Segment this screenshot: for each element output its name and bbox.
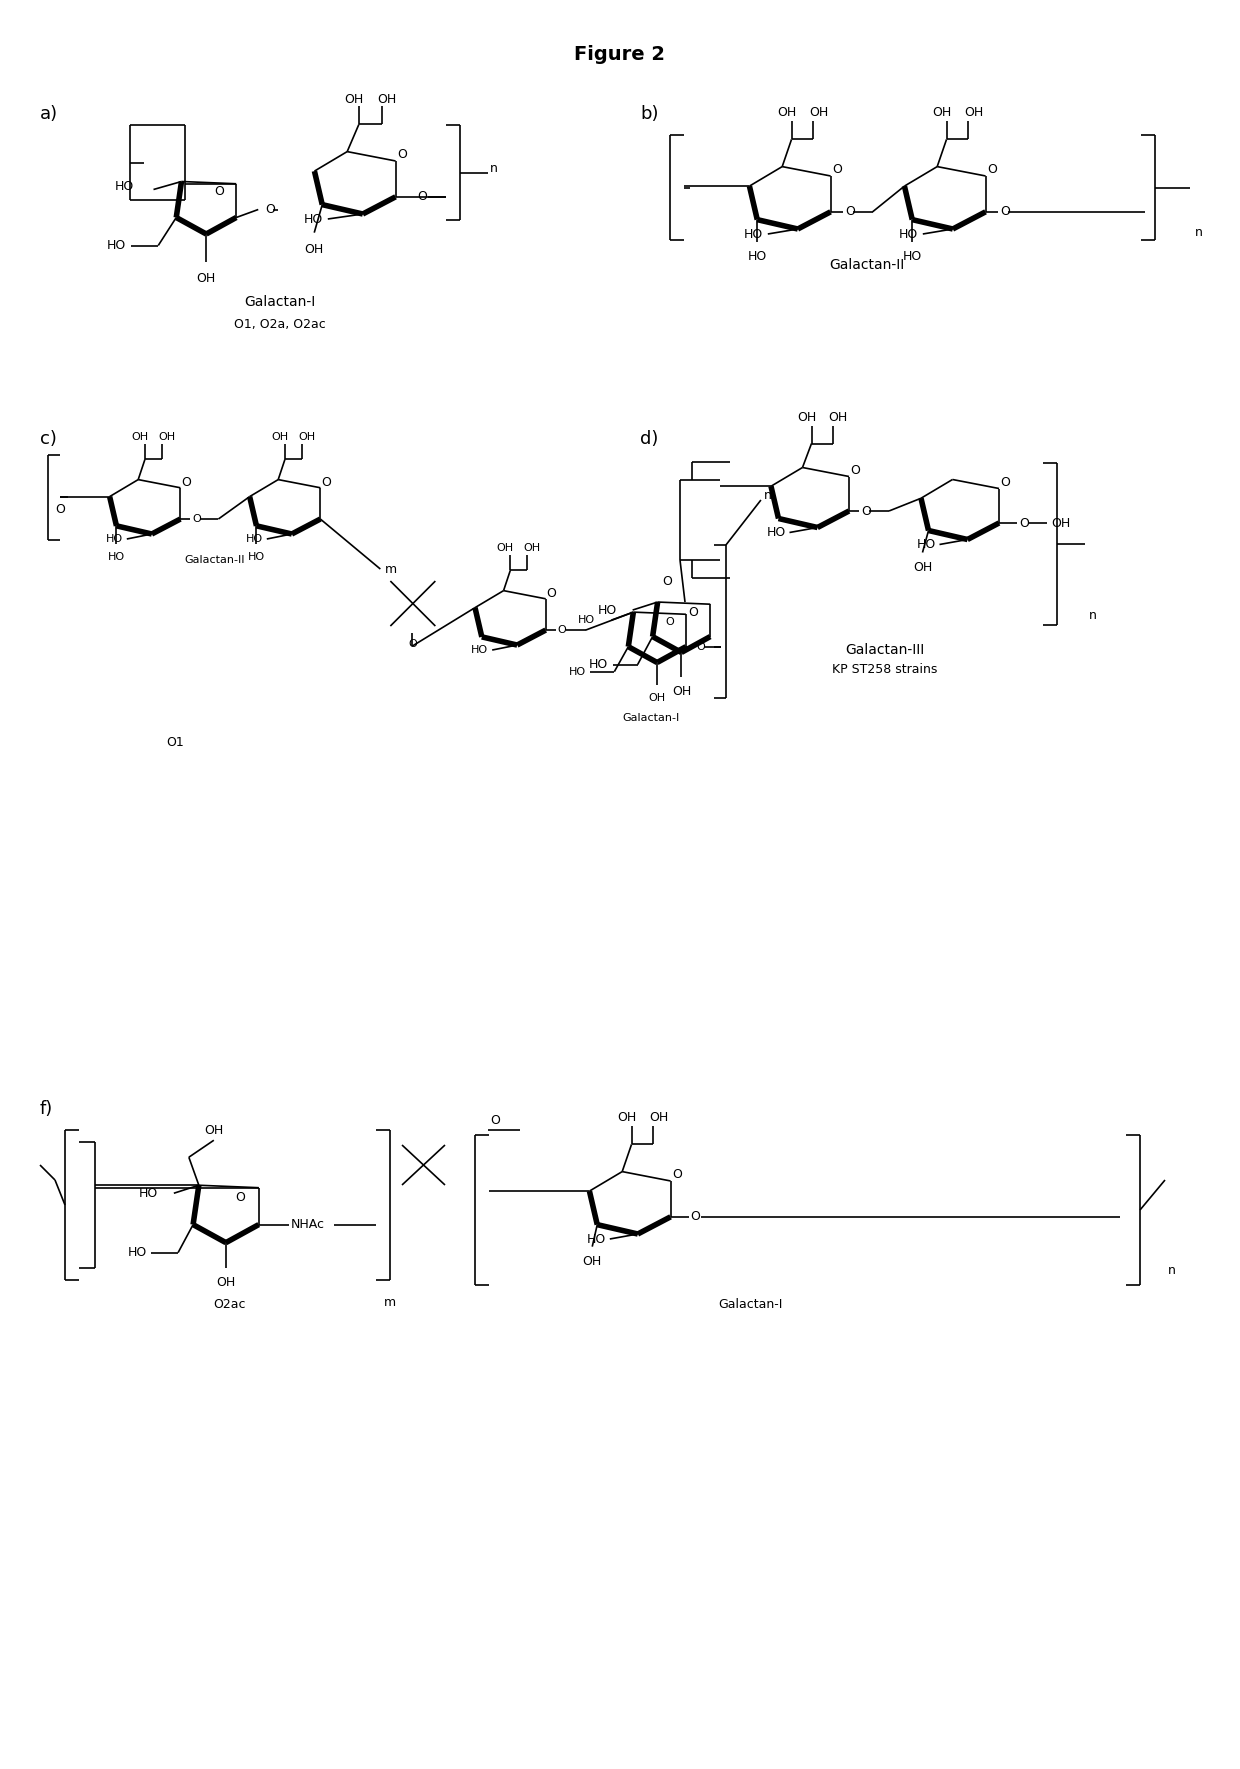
Text: OH: OH xyxy=(649,1111,668,1125)
Text: c): c) xyxy=(40,430,57,448)
Text: a): a) xyxy=(40,104,58,124)
Text: HO: HO xyxy=(748,249,766,262)
Text: O1: O1 xyxy=(166,736,184,748)
Text: n: n xyxy=(1089,609,1097,621)
Text: Galactan-I: Galactan-I xyxy=(718,1298,782,1311)
Text: OH: OH xyxy=(808,106,828,119)
Text: OH: OH xyxy=(216,1275,236,1288)
Text: O: O xyxy=(696,642,704,651)
Text: O: O xyxy=(846,205,856,218)
Text: O: O xyxy=(1001,205,1011,218)
Text: HO: HO xyxy=(598,603,616,617)
Text: NHAc: NHAc xyxy=(290,1219,325,1231)
Text: OH: OH xyxy=(345,94,363,106)
Text: O: O xyxy=(547,587,556,600)
Text: OH: OH xyxy=(1052,517,1070,529)
Text: b): b) xyxy=(640,104,658,124)
Text: n: n xyxy=(764,488,771,501)
Text: n: n xyxy=(490,163,498,175)
Text: O: O xyxy=(665,617,673,628)
Text: HO: HO xyxy=(107,239,126,251)
Text: HO: HO xyxy=(471,646,489,655)
Text: m: m xyxy=(386,563,398,575)
Text: m: m xyxy=(384,1297,396,1309)
Text: O: O xyxy=(490,1113,500,1127)
Text: HO: HO xyxy=(916,538,935,550)
Text: OH: OH xyxy=(159,432,176,442)
Text: OH: OH xyxy=(649,692,666,702)
Text: Galactan-I: Galactan-I xyxy=(244,295,316,310)
Text: OH: OH xyxy=(583,1254,601,1268)
Text: n: n xyxy=(1195,225,1203,239)
Text: d): d) xyxy=(640,430,658,448)
Text: O: O xyxy=(55,502,64,515)
Text: OH: OH xyxy=(777,106,796,119)
Text: OH: OH xyxy=(523,543,541,554)
Text: OH: OH xyxy=(497,543,513,554)
Text: O: O xyxy=(861,504,870,518)
Text: OH: OH xyxy=(205,1125,223,1137)
Text: OH: OH xyxy=(828,410,847,423)
Text: O: O xyxy=(672,1168,682,1182)
Text: HO: HO xyxy=(578,616,595,624)
Text: Galactan-I: Galactan-I xyxy=(622,713,680,722)
Text: O: O xyxy=(688,607,698,619)
Text: O2ac: O2ac xyxy=(213,1298,247,1311)
Text: OH: OH xyxy=(797,410,816,423)
Text: HO: HO xyxy=(114,180,134,193)
Text: OH: OH xyxy=(197,272,216,285)
Text: OH: OH xyxy=(299,432,315,442)
Text: HO: HO xyxy=(248,552,265,563)
Text: Galactan-II: Galactan-II xyxy=(185,555,246,564)
Text: O: O xyxy=(181,476,191,488)
Text: HO: HO xyxy=(246,534,263,545)
Text: OH: OH xyxy=(378,94,397,106)
Text: HO: HO xyxy=(139,1187,157,1199)
Text: O: O xyxy=(987,163,997,177)
Text: O: O xyxy=(192,515,201,524)
Text: HO: HO xyxy=(588,658,608,670)
Text: O: O xyxy=(1019,517,1029,529)
Text: HO: HO xyxy=(304,212,322,225)
Text: OH: OH xyxy=(913,561,932,573)
Text: Figure 2: Figure 2 xyxy=(574,44,666,64)
Text: O: O xyxy=(234,1191,244,1205)
Text: Galactan-III: Galactan-III xyxy=(846,642,925,656)
Text: O: O xyxy=(832,163,842,177)
Text: OH: OH xyxy=(672,685,691,699)
Text: OH: OH xyxy=(963,106,983,119)
Text: OH: OH xyxy=(618,1111,636,1125)
Text: HO: HO xyxy=(105,534,123,545)
Text: HO: HO xyxy=(108,552,125,563)
Text: Galactan-II: Galactan-II xyxy=(830,258,905,272)
Text: O: O xyxy=(408,639,417,649)
Text: O: O xyxy=(397,149,407,161)
Text: O: O xyxy=(265,203,275,216)
Text: HO: HO xyxy=(587,1233,606,1245)
Text: n: n xyxy=(1168,1263,1176,1277)
Text: O: O xyxy=(691,1210,701,1224)
Text: OH: OH xyxy=(305,242,324,257)
Text: OH: OH xyxy=(131,432,149,442)
Text: OH: OH xyxy=(272,432,289,442)
Text: KP ST258 strains: KP ST258 strains xyxy=(832,663,937,676)
Text: HO: HO xyxy=(128,1245,148,1260)
Text: O: O xyxy=(558,624,567,635)
Text: O: O xyxy=(851,463,859,478)
Text: HO: HO xyxy=(569,667,587,678)
Text: HO: HO xyxy=(766,525,785,540)
Text: O: O xyxy=(1001,476,1009,488)
Text: HO: HO xyxy=(899,228,918,241)
Text: O1, O2a, O2ac: O1, O2a, O2ac xyxy=(234,318,326,331)
Text: O: O xyxy=(321,476,331,488)
Text: O: O xyxy=(662,575,672,587)
Text: HO: HO xyxy=(903,249,921,262)
Text: OH: OH xyxy=(932,106,951,119)
Text: O: O xyxy=(418,191,428,203)
Text: HO: HO xyxy=(744,228,763,241)
Text: f): f) xyxy=(40,1100,53,1118)
Text: O: O xyxy=(215,184,224,198)
